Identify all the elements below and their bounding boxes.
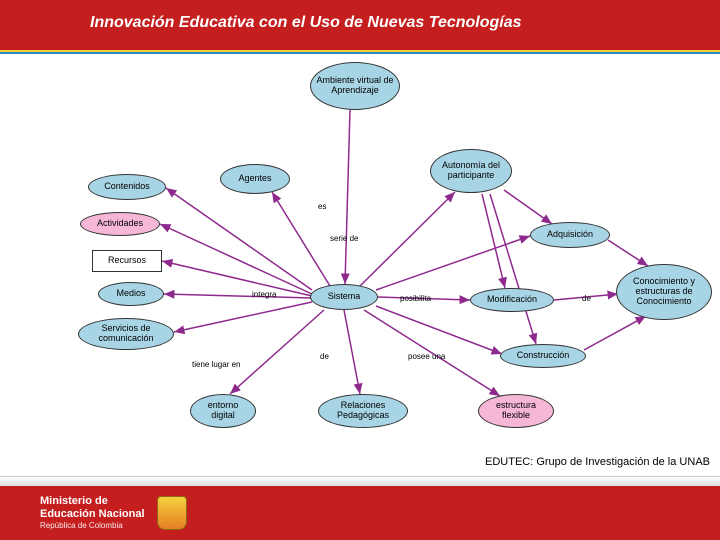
node-agentes: Agentes — [220, 164, 290, 194]
slide-footer: Ministerio de Educación Nacional Repúbli… — [0, 476, 720, 540]
footer-divider — [0, 476, 720, 486]
edge-label: de — [320, 352, 329, 361]
node-construccion: Construcción — [500, 344, 586, 368]
node-conocimiento: Conocimiento y estructuras de Conocimien… — [616, 264, 712, 320]
node-adquisicion: Adquisición — [530, 222, 610, 248]
slide-title: Innovación Educativa con el Uso de Nueva… — [0, 0, 720, 32]
node-servicios: Servicios de comunicación — [78, 318, 174, 350]
concept-map-diagram: Ambiente virtual de Aprendizaje Agentes Au… — [0, 54, 720, 454]
ministry-line2: Educación Nacional — [40, 508, 145, 520]
node-actividades: Actividades — [80, 212, 160, 236]
ministry-line1: Ministerio de — [40, 495, 108, 507]
node-entorno: entorno digital — [190, 394, 256, 428]
node-ambiente: Ambiente virtual de Aprendizaje — [310, 62, 400, 110]
node-relaciones: Relaciones Pedagógicas — [318, 394, 408, 428]
edge-label: posibilita — [400, 294, 431, 303]
edge-label: es — [318, 202, 326, 211]
edge-label: integra — [252, 290, 276, 299]
edge-label: posee una — [408, 352, 445, 361]
node-flexible: estructura flexible — [478, 394, 554, 428]
node-sistema: Sistema — [310, 284, 378, 310]
edge-label: serie de — [330, 234, 358, 243]
node-modificacion: Modificación — [470, 288, 554, 312]
node-medios: Medios — [98, 282, 164, 306]
edge-label: de — [582, 294, 591, 303]
slide-header: Innovación Educativa con el Uso de Nueva… — [0, 0, 720, 50]
ministry-line3: República de Colombia — [40, 521, 123, 530]
node-recursos: Recursos — [92, 250, 162, 272]
shield-icon — [157, 496, 187, 530]
edge-label: tiene lugar en — [192, 360, 240, 369]
footer-main: Ministerio de Educación Nacional Repúbli… — [0, 486, 720, 540]
ministry-text: Ministerio de Educación Nacional Repúbli… — [40, 495, 145, 531]
node-contenidos: Contenidos — [88, 174, 166, 200]
caption-text: EDUTEC: Grupo de Investigación de la UNA… — [485, 456, 710, 468]
node-autonomia: Autonomía del participante — [430, 149, 512, 193]
